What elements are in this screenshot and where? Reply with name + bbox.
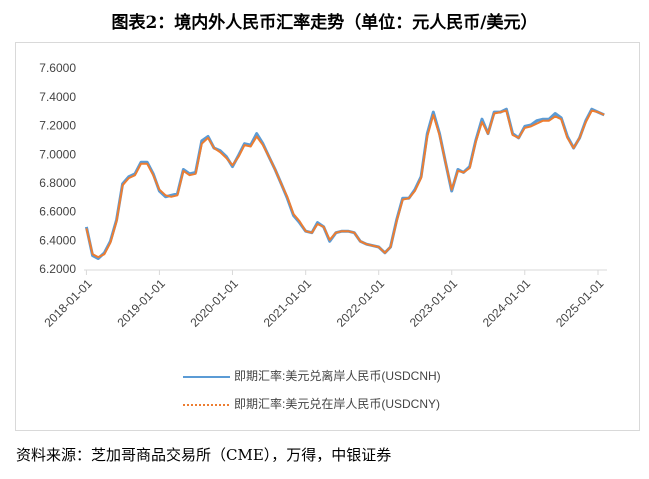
chart-border <box>15 42 640 431</box>
x-tick-label: 2025-01-01 <box>553 276 607 330</box>
chart-title: 图表2：境内外人民币汇率走势（单位：元人民币/美元） <box>111 13 538 33</box>
legend-label: 即期汇率:美元兑离岸人民币(USDCNH) <box>234 368 441 383</box>
x-tick-label: 2019-01-01 <box>114 276 168 330</box>
y-tick-label: 6.8000 <box>39 176 76 190</box>
series-line <box>85 109 605 259</box>
y-tick-label: 6.2000 <box>39 262 76 276</box>
legend-label: 即期汇率:美元兑在岸人民币(USDCNY) <box>234 396 440 411</box>
y-tick-label: 6.6000 <box>39 205 76 219</box>
y-tick-label: 7.0000 <box>39 147 76 161</box>
y-tick-label: 6.4000 <box>39 233 76 247</box>
x-tick-label: 2024-01-01 <box>480 276 534 330</box>
source-note: 资料来源：芝加哥商品交易所（CME），万得，中银证券 <box>16 446 392 464</box>
x-tick-label: 2021-01-01 <box>261 276 315 330</box>
x-tick-label: 2022-01-01 <box>334 276 388 330</box>
x-tick-label: 2023-01-01 <box>407 276 461 330</box>
series-line <box>84 107 605 260</box>
y-tick-label: 7.4000 <box>39 90 76 104</box>
y-tick-label: 7.2000 <box>39 119 76 133</box>
x-tick-label: 2020-01-01 <box>188 276 242 330</box>
y-tick-label: 7.6000 <box>39 61 76 75</box>
x-tick-label: 2018-01-01 <box>41 276 95 330</box>
